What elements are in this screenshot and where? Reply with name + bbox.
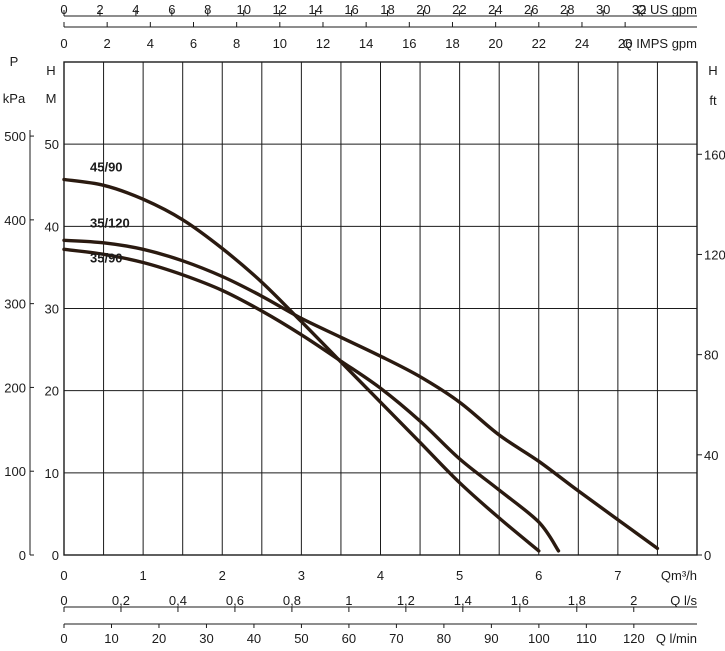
lmin-tick-label: 10 bbox=[104, 631, 118, 646]
series-curve-45-90 bbox=[62, 177, 541, 553]
imps-gpm-tick-label: 6 bbox=[190, 36, 197, 51]
ft-axis-title-line1: H bbox=[708, 63, 717, 78]
ls-tick-label: 0,6 bbox=[226, 593, 244, 608]
series-label-35-120: 35/120 bbox=[90, 215, 130, 230]
m-axis-title-line2: M bbox=[46, 91, 57, 106]
us-gpm-tick-label: 0 bbox=[60, 2, 67, 17]
imps-gpm-tick-label: 10 bbox=[273, 36, 287, 51]
us-gpm-tick-label: 24 bbox=[488, 2, 502, 17]
m-axis-title-line1: H bbox=[46, 63, 55, 78]
lmin-tick-label: 20 bbox=[152, 631, 166, 646]
imps-gpm-tick-label: 16 bbox=[402, 36, 416, 51]
ls-tick-label: 2 bbox=[630, 593, 637, 608]
m-tick-label: 50 bbox=[45, 137, 59, 152]
qm3h-tick-label: 1 bbox=[140, 568, 147, 583]
kpa-axis-title-line1: P bbox=[10, 54, 19, 69]
ft-tick-label: 120 bbox=[704, 247, 725, 262]
us-gpm-tick-label: 20 bbox=[416, 2, 430, 17]
qm3h-tick-label: 0 bbox=[60, 568, 67, 583]
lmin-tick-label: 0 bbox=[60, 631, 67, 646]
m-tick-label: 20 bbox=[45, 384, 59, 399]
imps-gpm-tick-label: 8 bbox=[233, 36, 240, 51]
ls-tick-label: 0,4 bbox=[169, 593, 187, 608]
us-gpm-axis-title: Q US gpm bbox=[636, 2, 697, 17]
us-gpm-tick-label: 30 bbox=[596, 2, 610, 17]
lmin-tick-label: 90 bbox=[484, 631, 498, 646]
us-gpm-tick-label: 6 bbox=[168, 2, 175, 17]
ls-tick-label: 0 bbox=[60, 593, 67, 608]
qm3h-tick-label: 6 bbox=[535, 568, 542, 583]
qm3h-tick-label: 7 bbox=[614, 568, 621, 583]
kpa-tick-label: 200 bbox=[4, 380, 26, 395]
ft-tick-label: 0 bbox=[704, 548, 711, 563]
us-gpm-tick-label: 4 bbox=[132, 2, 139, 17]
lmin-tick-label: 100 bbox=[528, 631, 550, 646]
qm3h-tick-label: 2 bbox=[219, 568, 226, 583]
ft-tick-label: 80 bbox=[704, 348, 718, 363]
series-label-35-90: 35/90 bbox=[90, 250, 123, 265]
lmin-tick-label: 30 bbox=[199, 631, 213, 646]
us-gpm-tick-label: 26 bbox=[524, 2, 538, 17]
imps-gpm-tick-label: 24 bbox=[575, 36, 589, 51]
kpa-tick-label: 0 bbox=[19, 548, 26, 563]
imps-gpm-tick-label: 14 bbox=[359, 36, 373, 51]
qm3h-tick-label: 5 bbox=[456, 568, 463, 583]
ft-tick-label: 40 bbox=[704, 448, 718, 463]
m-tick-label: 10 bbox=[45, 466, 59, 481]
ls-tick-label: 1,6 bbox=[511, 593, 529, 608]
series-curve-35-90 bbox=[62, 247, 561, 553]
lmin-tick-label: 70 bbox=[389, 631, 403, 646]
qm3h-tick-label: 4 bbox=[377, 568, 384, 583]
imps-gpm-tick-label: 12 bbox=[316, 36, 330, 51]
m-tick-label: 40 bbox=[45, 219, 59, 234]
lmin-tick-label: 110 bbox=[576, 631, 597, 646]
us-gpm-tick-label: 32 bbox=[632, 2, 646, 17]
kpa-tick-label: 500 bbox=[4, 129, 26, 144]
imps-gpm-tick-label: 4 bbox=[147, 36, 154, 51]
kpa-tick-label: 300 bbox=[4, 297, 26, 312]
imps-gpm-tick-label: 26 bbox=[618, 36, 632, 51]
lmin-tick-label: 80 bbox=[437, 631, 451, 646]
kpa-tick-label: 400 bbox=[4, 213, 26, 228]
ls-tick-label: 0,8 bbox=[283, 593, 301, 608]
lmin-tick-label: 60 bbox=[342, 631, 356, 646]
imps-gpm-tick-label: 22 bbox=[532, 36, 546, 51]
ft-axis-title-line2: ft bbox=[709, 93, 717, 108]
us-gpm-tick-label: 8 bbox=[204, 2, 211, 17]
qm3h-tick-label: 3 bbox=[298, 568, 305, 583]
ls-axis-title: Q l/s bbox=[670, 593, 697, 608]
m-tick-label: 0 bbox=[52, 548, 59, 563]
imps-gpm-tick-label: 18 bbox=[445, 36, 459, 51]
imps-gpm-axis-title: Q IMPS gpm bbox=[623, 36, 697, 51]
lmin-axis-title: Q l/min bbox=[656, 631, 697, 646]
lmin-tick-label: 40 bbox=[247, 631, 261, 646]
kpa-axis-title-line2: kPa bbox=[3, 91, 26, 106]
us-gpm-tick-label: 2 bbox=[96, 2, 103, 17]
imps-gpm-tick-label: 2 bbox=[104, 36, 111, 51]
us-gpm-tick-label: 16 bbox=[344, 2, 358, 17]
us-gpm-tick-label: 28 bbox=[560, 2, 574, 17]
ls-tick-label: 0,2 bbox=[112, 593, 130, 608]
us-gpm-tick-label: 10 bbox=[236, 2, 250, 17]
us-gpm-tick-label: 14 bbox=[308, 2, 322, 17]
m-tick-label: 30 bbox=[45, 302, 59, 317]
us-gpm-tick-label: 22 bbox=[452, 2, 466, 17]
kpa-tick-label: 100 bbox=[4, 464, 26, 479]
series-label-45-90: 45/90 bbox=[90, 159, 123, 174]
lmin-tick-label: 120 bbox=[623, 631, 645, 646]
ls-tick-label: 1,2 bbox=[397, 593, 415, 608]
ls-tick-label: 1,4 bbox=[454, 593, 472, 608]
series-curve-35-120 bbox=[62, 238, 660, 551]
us-gpm-tick-label: 18 bbox=[380, 2, 394, 17]
qm3h-axis-title: Qm³/h bbox=[661, 568, 697, 583]
ft-tick-label: 160 bbox=[704, 147, 725, 162]
ls-tick-label: 1 bbox=[345, 593, 352, 608]
ls-tick-label: 1,8 bbox=[568, 593, 586, 608]
lmin-tick-label: 50 bbox=[294, 631, 308, 646]
us-gpm-tick-label: 12 bbox=[272, 2, 286, 17]
imps-gpm-tick-label: 20 bbox=[488, 36, 502, 51]
imps-gpm-tick-label: 0 bbox=[60, 36, 67, 51]
